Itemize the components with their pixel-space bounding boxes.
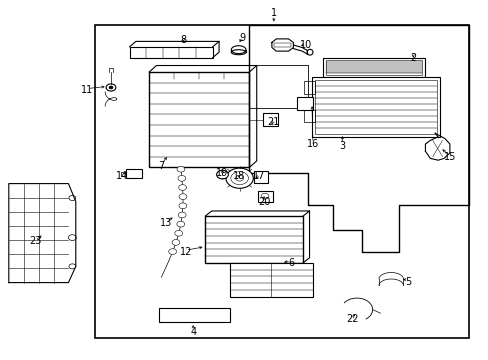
Text: 13: 13 bbox=[160, 218, 172, 228]
Circle shape bbox=[216, 170, 228, 179]
Bar bbox=[304, 81, 315, 94]
Bar bbox=[325, 60, 422, 75]
Circle shape bbox=[172, 239, 180, 245]
Bar bbox=[205, 216, 303, 263]
Circle shape bbox=[225, 168, 253, 188]
Text: 19: 19 bbox=[216, 168, 228, 178]
Bar bbox=[229, 263, 312, 297]
Bar bbox=[95, 25, 468, 338]
Text: 12: 12 bbox=[179, 247, 192, 257]
Text: 23: 23 bbox=[29, 236, 41, 246]
Bar bbox=[129, 47, 212, 58]
Bar bbox=[126, 169, 142, 178]
Circle shape bbox=[179, 203, 186, 209]
Bar bbox=[304, 110, 315, 122]
Text: 8: 8 bbox=[180, 35, 186, 45]
Text: 20: 20 bbox=[257, 197, 270, 207]
Bar bbox=[311, 77, 439, 137]
Text: 1: 1 bbox=[270, 8, 276, 18]
Text: 14: 14 bbox=[116, 171, 128, 181]
Circle shape bbox=[178, 185, 186, 190]
Text: 5: 5 bbox=[405, 276, 410, 287]
Text: 11: 11 bbox=[81, 85, 93, 95]
Bar bbox=[257, 191, 272, 202]
Text: 18: 18 bbox=[232, 171, 244, 181]
Text: 16: 16 bbox=[306, 139, 319, 149]
Text: 22: 22 bbox=[345, 314, 358, 324]
Circle shape bbox=[109, 86, 113, 89]
Bar bbox=[297, 97, 312, 110]
Text: 2: 2 bbox=[409, 53, 415, 63]
Text: 15: 15 bbox=[443, 152, 455, 162]
Text: 4: 4 bbox=[190, 327, 196, 337]
Circle shape bbox=[179, 194, 186, 199]
Circle shape bbox=[178, 212, 185, 218]
Bar bbox=[254, 171, 267, 183]
Bar bbox=[159, 308, 229, 322]
Bar bbox=[322, 58, 425, 77]
Text: 7: 7 bbox=[158, 161, 164, 171]
Circle shape bbox=[177, 221, 184, 227]
Text: 6: 6 bbox=[287, 258, 293, 268]
Circle shape bbox=[168, 249, 176, 255]
Text: 9: 9 bbox=[239, 33, 244, 43]
Text: 21: 21 bbox=[267, 117, 280, 127]
Text: 3: 3 bbox=[339, 141, 345, 151]
Bar bbox=[315, 80, 436, 134]
Text: 10: 10 bbox=[299, 40, 311, 50]
Circle shape bbox=[178, 175, 185, 181]
Bar bbox=[149, 72, 249, 167]
Text: 17: 17 bbox=[252, 171, 265, 181]
Bar bbox=[263, 113, 277, 126]
Circle shape bbox=[177, 166, 184, 172]
Circle shape bbox=[174, 230, 182, 236]
Circle shape bbox=[235, 175, 243, 181]
